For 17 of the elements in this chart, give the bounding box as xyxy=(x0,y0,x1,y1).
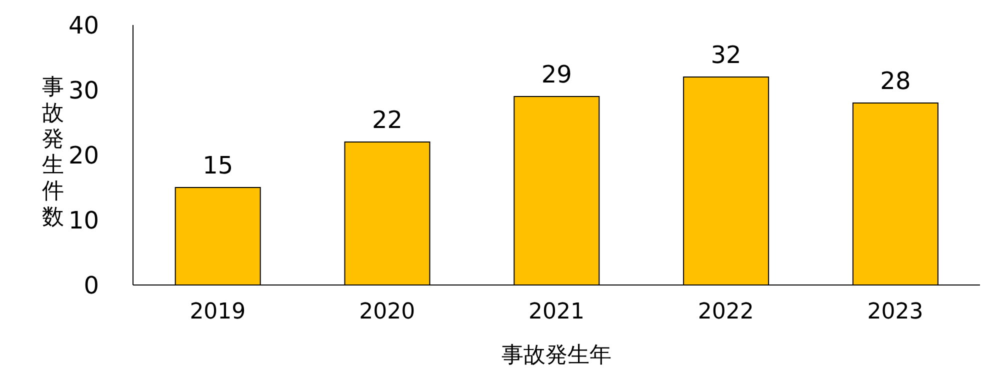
data-label: 28 xyxy=(880,67,911,95)
x-tick-label: 2019 xyxy=(190,300,246,325)
x-tick-label: 2023 xyxy=(867,300,924,325)
y-tick-label: 30 xyxy=(68,76,99,105)
data-label: 32 xyxy=(710,41,742,69)
y-tick-label: 10 xyxy=(68,206,99,235)
x-tick-label: 2021 xyxy=(528,300,584,325)
y-tick-label: 20 xyxy=(68,142,99,170)
y-axis-title: 事故発生件数 xyxy=(41,75,65,231)
data-label: 29 xyxy=(541,60,572,88)
x-tick-label: 2020 xyxy=(359,300,416,325)
x-axis-title: 事故発生年 xyxy=(500,342,612,370)
y-tick-label: 0 xyxy=(84,272,99,300)
y-tick-label: 40 xyxy=(68,12,99,40)
data-label: 22 xyxy=(372,106,403,134)
x-tick-label: 2022 xyxy=(698,300,754,325)
data-label: 15 xyxy=(202,152,234,180)
